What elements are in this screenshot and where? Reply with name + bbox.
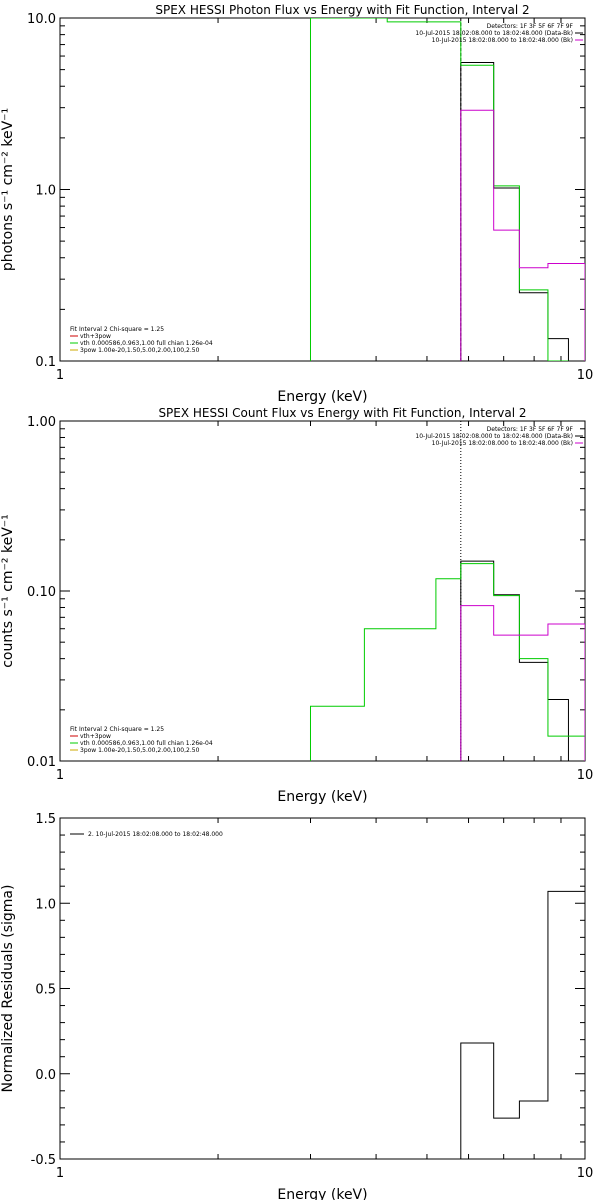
- chart-panel-3: 1 10 Energy (keV) -0.5 0.0 0.5 1.0 1.5 Normalize…: [0, 812, 593, 1200]
- y-axis-label: counts s⁻¹ cm⁻² keV⁻¹: [0, 514, 16, 668]
- chart-panel-1: SPEX HESSI Photon Flux vs Energy with Fi…: [0, 3, 593, 405]
- legend-entry: 3pow 1.00e-20,1.50,5.00,2.00,100,2.50: [80, 747, 200, 754]
- x-tick-label: 1: [56, 768, 64, 783]
- legend-entry: 10-Jul-2015 18:02:08.000 to 18:02:48.000…: [432, 440, 573, 447]
- legend-entry: 10-Jul-2015 18:02:08.000 to 18:02:48.000…: [432, 37, 573, 44]
- legend-entry: 2. 10-Jul-2015 18:02:08.000 to 18:02:48.…: [88, 831, 223, 838]
- y-tick-label: -0.5: [31, 1153, 56, 1168]
- legend-entry: 3pow 1.00e-20,1.50,5.00,2.00,100,2.50: [80, 347, 200, 354]
- y-axis-label: photons s⁻¹ cm⁻² keV⁻¹: [0, 108, 16, 271]
- x-axis-label: Energy (keV): [277, 1187, 367, 1200]
- y-tick-label: 0.1: [35, 355, 56, 370]
- y-axis-label: Normalized Residuals (sigma): [0, 885, 16, 1093]
- legend-detectors: Detectors: 1F 3F 5F 6F 7F 9F: [487, 426, 574, 433]
- x-axis-label: Energy (keV): [277, 389, 367, 405]
- legend-entry: vth 0.000586,0.963,1.00 full chian 1.26e…: [80, 740, 213, 747]
- series-line-1: [460, 890, 585, 1159]
- x-axis-label: Energy (keV): [277, 789, 367, 805]
- legend-detectors: Detectors: 1F 3F 5F 6F 7F 9F: [487, 23, 574, 30]
- series-line-3: [460, 109, 585, 361]
- y-tick-label: 1.0: [35, 184, 56, 199]
- legend-entry: 10-Jul-2015 18:02:08.000 to 18:02:48.000…: [415, 30, 573, 37]
- series-line-2: [309, 18, 569, 361]
- x-tick-label: 1: [56, 1166, 64, 1181]
- series-line-1: [460, 560, 569, 761]
- y-tick-label: 0.5: [35, 983, 56, 998]
- y-tick-label: 0.0: [35, 1068, 56, 1083]
- legend-entry: 10-Jul-2015 18:02:08.000 to 18:02:48.000…: [415, 433, 573, 440]
- legend-entry: Fit Interval 2 Chi-square = 1.25: [70, 326, 164, 333]
- legend-entry: vth 0.000586,0.963,1.00 full chian 1.26e…: [80, 340, 213, 347]
- series-line-2: [309, 563, 585, 761]
- legend-entry: Fit Interval 2 Chi-square = 1.25: [70, 726, 164, 733]
- plot-frame: [59, 817, 586, 1160]
- y-tick-label: 0.10: [27, 585, 56, 600]
- legend-entry: vth+3pow: [80, 333, 111, 340]
- chart-title: SPEX HESSI Count Flux vs Energy with Fit…: [158, 406, 526, 420]
- y-tick-label: 0.01: [27, 755, 56, 770]
- legend-entry: vth+3pow: [80, 733, 111, 740]
- y-tick-label: 10.0: [27, 12, 56, 27]
- y-tick-label: 1.00: [27, 415, 56, 430]
- x-tick-label: 1: [56, 368, 64, 383]
- y-tick-label: 1.5: [35, 812, 56, 827]
- plot-frame: [59, 420, 586, 762]
- chart-title: SPEX HESSI Photon Flux vs Energy with Fi…: [155, 3, 529, 17]
- series-line-1: [460, 62, 569, 361]
- plot-frame: [59, 17, 586, 362]
- x-tick-label: 10: [577, 768, 594, 783]
- y-tick-label: 1.0: [35, 897, 56, 912]
- series-line-3: [460, 605, 585, 761]
- x-tick-label: 10: [577, 1166, 594, 1181]
- chart-panel-2: SPEX HESSI Count Flux vs Energy with Fit…: [0, 406, 593, 805]
- x-tick-label: 10: [577, 368, 594, 383]
